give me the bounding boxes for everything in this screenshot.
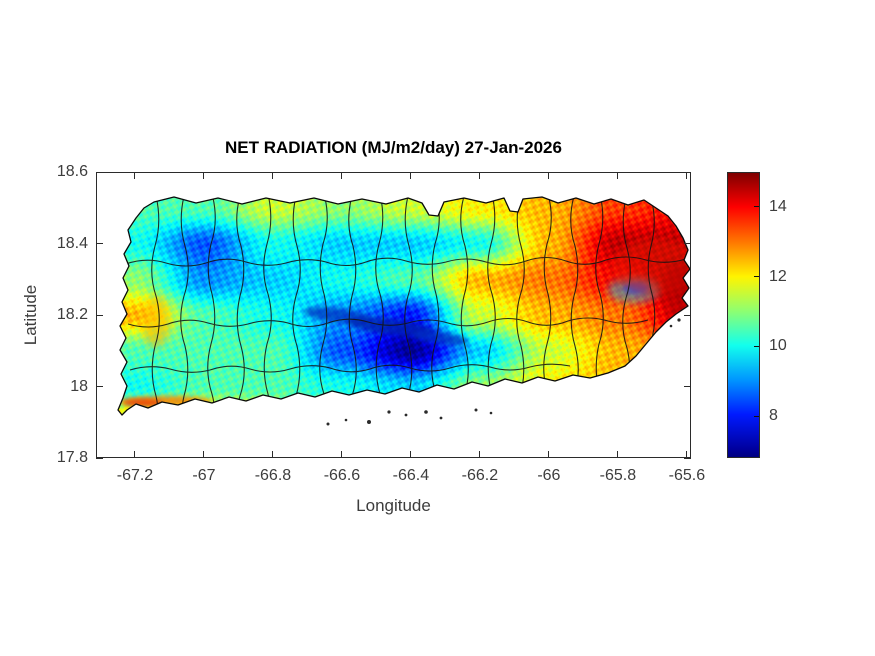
y-tick-label: 17.8 bbox=[56, 449, 88, 466]
x-tick-mark bbox=[479, 172, 481, 179]
colorbar: 8 10 12 14 bbox=[727, 172, 787, 458]
y-tick-label: 18.4 bbox=[56, 234, 88, 252]
x-tick-label: -67.2 bbox=[116, 467, 154, 484]
southwest-coast-hot-core bbox=[122, 399, 162, 407]
x-tick-label: -66.4 bbox=[392, 467, 430, 484]
x-tick-mark bbox=[134, 172, 136, 179]
y-tick-mark bbox=[96, 457, 103, 459]
x-tick-label: -65.8 bbox=[599, 467, 637, 484]
y-tick-mark bbox=[684, 243, 691, 244]
x-tick-mark bbox=[686, 172, 688, 179]
x-tick-mark bbox=[410, 451, 412, 458]
y-tick-mark bbox=[96, 171, 103, 173]
x-tick-mark bbox=[272, 172, 274, 179]
x-tick-label: -66 bbox=[537, 467, 561, 484]
x-axis-label: Longitude bbox=[356, 496, 431, 515]
colorbar-tick-mark bbox=[754, 276, 759, 278]
colorbar-tick-mark bbox=[754, 206, 759, 208]
x-tick-label: -66.8 bbox=[254, 467, 292, 484]
colorbar-tick-mark bbox=[754, 415, 759, 417]
y-tick-mark bbox=[96, 314, 103, 316]
y-tick-mark bbox=[96, 386, 103, 387]
x-tick-mark bbox=[548, 172, 550, 179]
cordillera-low-radiation-streak bbox=[303, 307, 469, 345]
y-tick-mark bbox=[684, 386, 691, 387]
x-tick-mark bbox=[617, 172, 619, 179]
west-coast-warm-patch bbox=[142, 296, 170, 348]
x-tick-label: -67 bbox=[192, 467, 216, 484]
colorbar-tick-mark bbox=[754, 345, 759, 347]
colorbar-gradient bbox=[727, 172, 760, 458]
x-tick-mark bbox=[134, 451, 136, 458]
y-tick-mark bbox=[684, 314, 691, 316]
x-tick-mark bbox=[341, 172, 343, 179]
x-tick-mark bbox=[617, 451, 619, 458]
y-tick-label: 18 bbox=[70, 377, 88, 395]
y-tick-mark bbox=[684, 171, 691, 173]
x-tick-mark bbox=[548, 451, 550, 458]
heatmap-accents bbox=[120, 197, 690, 415]
colorbar-tick-label: 14 bbox=[769, 197, 787, 215]
plot-area: -67.2 -67 -66.8 -66.6 -66.4 -66.2 -66 -65.8 -65.… bbox=[57, 163, 705, 484]
map-overlay bbox=[117, 196, 691, 426]
x-tick-label: -65.6 bbox=[668, 467, 706, 484]
y-tick-label: 18.6 bbox=[56, 163, 88, 180]
y-tick-mark bbox=[684, 457, 691, 459]
x-tick-mark bbox=[203, 451, 205, 458]
y-tick-label: 18.2 bbox=[56, 306, 88, 323]
x-tick-mark bbox=[272, 451, 274, 458]
y-tick-mark bbox=[96, 243, 103, 244]
radiation-heatmap bbox=[96, 172, 691, 458]
chart-title: NET RADIATION (MJ/m2/day) 27-Jan-2026 bbox=[225, 138, 562, 157]
puerto-rico-coastline bbox=[117, 196, 691, 416]
x-tick-mark bbox=[410, 172, 412, 179]
x-tick-mark bbox=[686, 451, 688, 458]
colorbar-tick-label: 8 bbox=[769, 407, 778, 425]
x-tick-label: -66.6 bbox=[323, 467, 361, 484]
x-tick-mark bbox=[203, 172, 205, 179]
x-tick-mark bbox=[341, 451, 343, 458]
offshore-cays bbox=[326, 318, 681, 426]
x-tick-mark bbox=[479, 451, 481, 458]
x-tick-label: -66.2 bbox=[461, 467, 499, 484]
colorbar-tick-label: 10 bbox=[769, 337, 787, 355]
colorbar-tick-label: 12 bbox=[769, 267, 787, 285]
